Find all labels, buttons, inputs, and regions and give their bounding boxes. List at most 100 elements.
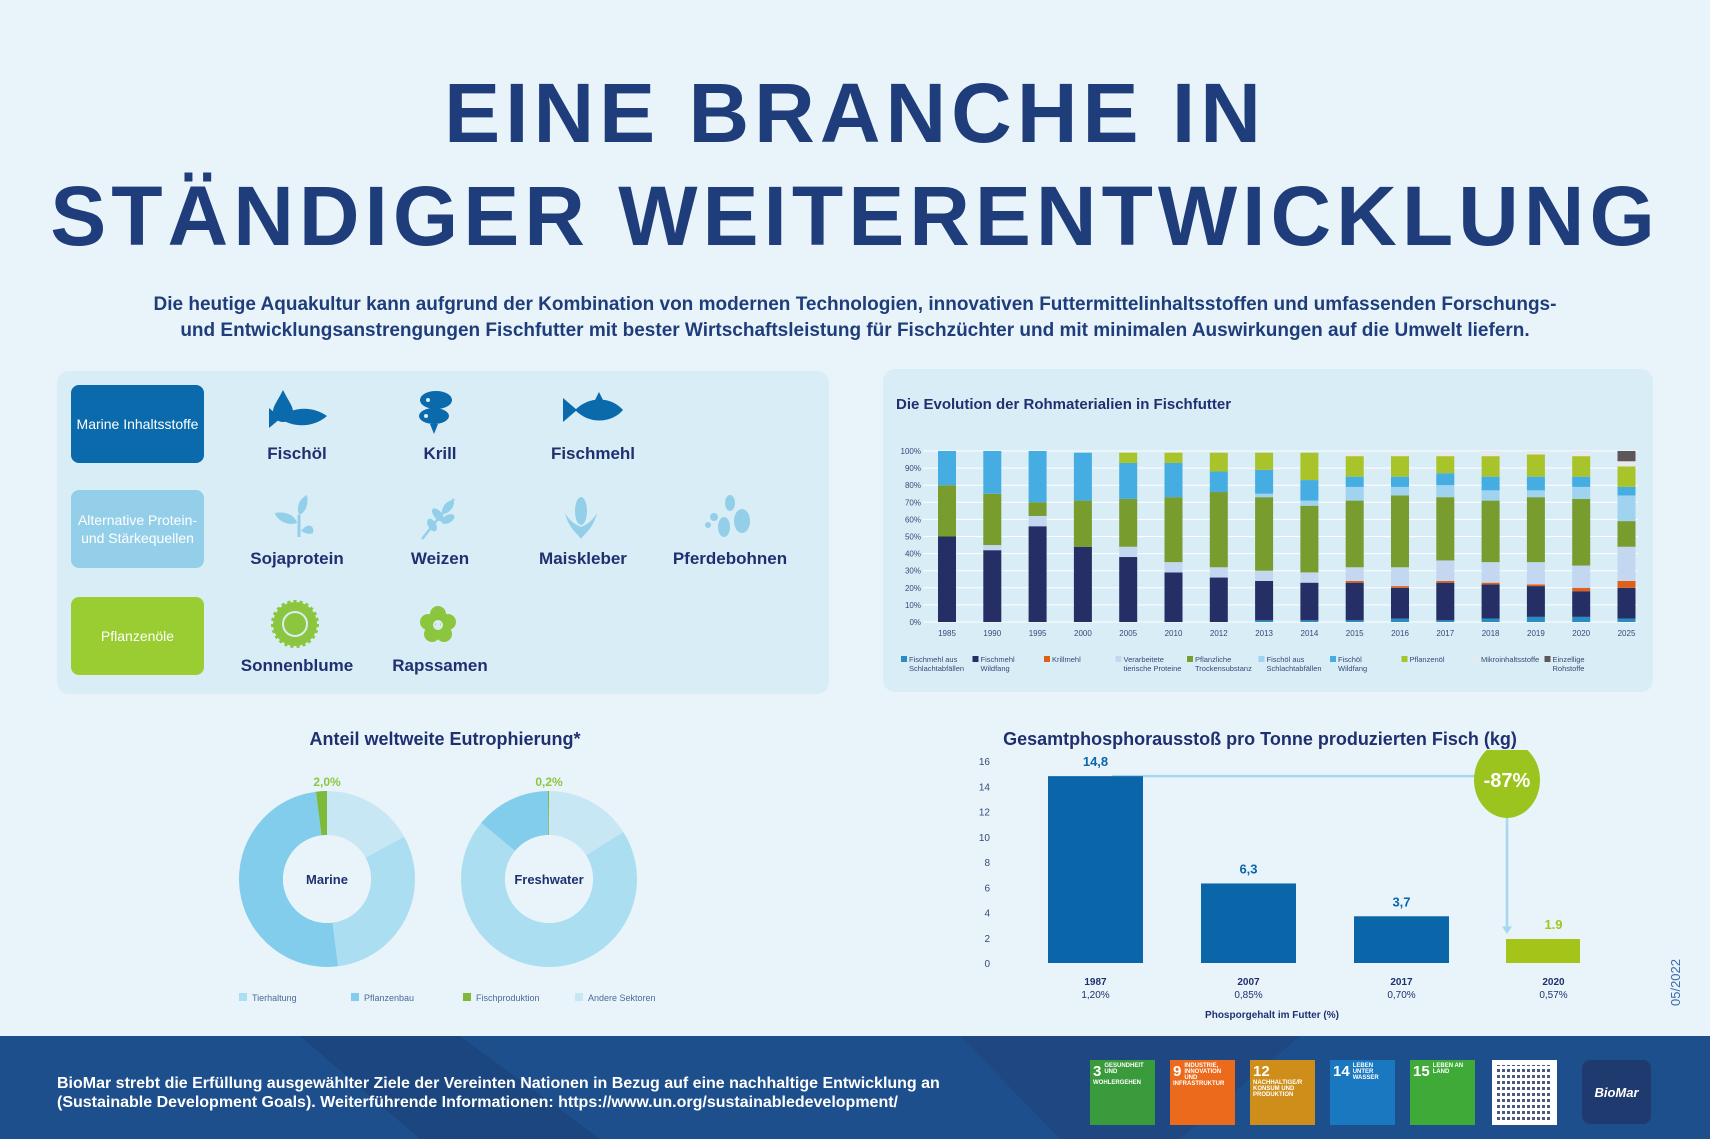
bar-segment (938, 451, 956, 486)
legend-swatch (972, 656, 979, 662)
sdg-number: 12 (1253, 1063, 1270, 1080)
bar-segment (1391, 476, 1409, 487)
footer: BioMar strebt die Erfüllung ausgewählter… (0, 1036, 1710, 1139)
y-tick-label: 2 (984, 934, 990, 945)
bar-segment (1617, 587, 1636, 619)
bar-segment (1028, 515, 1047, 527)
intro-text: Die heutige Aquakultur kann aufgrund der… (40, 292, 1670, 344)
qr-code[interactable] (1492, 1060, 1557, 1125)
bar-segment (1028, 451, 1047, 503)
sdg-goal-3[interactable]: 3 GESUNDHEIT UND WOHLERGEHEN (1090, 1060, 1155, 1125)
donut-slice (315, 791, 327, 836)
ingredient-maiskleber: Maiskleber (513, 493, 653, 569)
bar-segment (1572, 486, 1591, 499)
intro-line-1: Die heutige Aquakultur kann aufgrund der… (153, 294, 1557, 315)
bar-segment (1572, 616, 1591, 622)
x-tick-label: 2020 (1542, 977, 1565, 988)
sdg-number: 15 (1413, 1063, 1430, 1080)
legend-label: Fischöl aus Schlachtabfällen (1267, 655, 1322, 673)
bar-segment (1572, 451, 1591, 457)
donut-slice (547, 791, 549, 836)
bar-segment (1526, 476, 1545, 491)
ingredient-label: Fischmehl (550, 444, 636, 463)
ingredient-krill: Krill (370, 388, 510, 464)
bar-segment (1073, 452, 1092, 501)
y-tick-label: 8 (984, 858, 990, 869)
x-tick-label: 2012 (1210, 629, 1228, 638)
soy-plant-icon (275, 495, 314, 537)
sdg-label: NACHHALTIGE/R KONSUM UND PRODUKTION (1253, 1080, 1303, 1098)
bar-segment (1164, 452, 1183, 463)
bar-segment (938, 536, 956, 622)
bar-segment (1436, 620, 1455, 622)
footer-text-line-2: (Sustainable Development Goals). Weiterf… (57, 1094, 898, 1111)
bar-value-label: 14,8 (1083, 754, 1108, 769)
bar-segment (1481, 451, 1500, 457)
bar-segment (1300, 620, 1319, 622)
arrow-head-icon (1502, 926, 1512, 934)
bar-segment (1300, 452, 1319, 481)
ingredient-label: Rapssamen (392, 656, 488, 675)
sdg-number: 14 (1333, 1063, 1350, 1080)
reduction-badge (1474, 750, 1540, 818)
phosphorus-title: Gesamtphosphorausstoß pro Tonne produzie… (1003, 729, 1517, 749)
sdg-goal-12[interactable]: 12 NACHHALTIGE/R KONSUM UND PRODUKTION (1250, 1060, 1315, 1125)
x-tick-label: 2020 (1572, 629, 1590, 638)
bar-segment (1345, 476, 1364, 487)
bar-segment (1164, 462, 1183, 498)
y-tick-label: 30% (905, 567, 921, 576)
reduction-badge-label: -87% (1484, 770, 1531, 792)
bar-segment (1481, 618, 1500, 622)
bar-segment (1345, 582, 1364, 621)
bar-segment (1481, 456, 1500, 477)
wheat-icon (421, 498, 455, 540)
sdg-goal-14[interactable]: 14 LEBEN UNTER WASSER (1330, 1060, 1395, 1125)
legend-label: Verarbeitete tierische Proteine (1124, 655, 1182, 673)
date-stamp: 05/2022 (1668, 959, 1683, 1006)
bar-segment (1617, 546, 1636, 581)
legend-swatch (1544, 656, 1551, 662)
bar-segment (1617, 495, 1636, 522)
legend-label: Andere Sektoren (588, 993, 656, 1003)
bar-segment (1255, 497, 1274, 571)
x-tick-label: 2013 (1255, 629, 1273, 638)
x-tick-label: 2015 (1346, 629, 1364, 638)
sdg-number: 9 (1173, 1063, 1182, 1080)
sunflower-icon (271, 600, 319, 648)
y-tick-label: 50% (905, 533, 921, 542)
bar (1506, 939, 1580, 963)
bar (1048, 776, 1143, 963)
legend-label: Tierhaltung (252, 993, 297, 1003)
x-tick-label: 2025 (1618, 629, 1636, 638)
sdg-goal-15[interactable]: 15 LEBEN AN LAND (1410, 1060, 1475, 1125)
fish-oil-drop-icon (269, 390, 327, 428)
bar-segment (1481, 584, 1500, 619)
bar-segment (1436, 580, 1455, 583)
ingredient-weizen: Weizen (370, 493, 510, 569)
legend-label: Fischöl Wildfang (1338, 655, 1367, 673)
y-tick-label: 6 (984, 883, 990, 894)
ingredient-sojaprotein: Sojaprotein (227, 493, 367, 569)
sdg-label: LEBEN AN LAND (1432, 1063, 1464, 1075)
x-sublabel: 1,20% (1081, 990, 1109, 1001)
ingredient-label: Pferdebohnen (672, 549, 788, 568)
bar (1354, 916, 1449, 963)
x-tick-label: 1985 (938, 629, 956, 638)
phosphorus-bar-chart: 0 2 4 6 8 10 12 14 16 14,8 1987 1,20% 6,3 2007 0,85% 3,… (979, 750, 1580, 1021)
bar-segment (1300, 480, 1319, 501)
y-tick-label: 16 (979, 757, 991, 768)
bar-segment (1481, 476, 1500, 491)
legend-swatch (1258, 656, 1265, 662)
bar-segment (983, 493, 1002, 546)
bar-segment (938, 485, 956, 537)
x-tick-label: 2017 (1390, 977, 1413, 988)
sdg-label: LEBEN UNTER WASSER (1352, 1063, 1379, 1081)
logo-text: BioMar (1594, 1084, 1639, 1100)
bar-segment (1436, 560, 1455, 581)
sdg-goal-9[interactable]: 9 INDUSTRIE, INNOVATION UND INFRASTRUKTUR (1170, 1060, 1235, 1125)
bar-segment (983, 451, 1002, 494)
page-title: EINE BRANCHE IN STÄNDIGER WEITERENTWICKL… (0, 62, 1710, 268)
x-tick-label: 2018 (1482, 629, 1500, 638)
legend-swatch (901, 656, 907, 662)
bar-segment (1209, 567, 1228, 578)
